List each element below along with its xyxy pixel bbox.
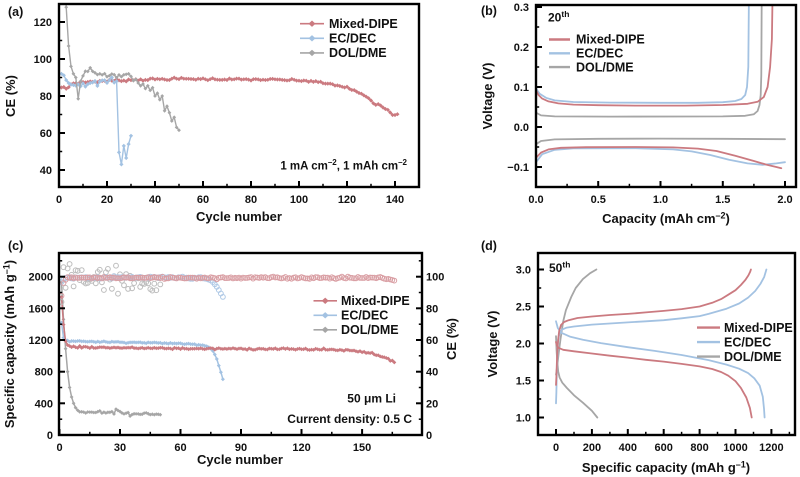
svg-text:(b): (b) — [481, 4, 497, 18]
svg-text:2000: 2000 — [29, 272, 53, 284]
svg-text:Cycle number: Cycle number — [197, 452, 283, 467]
svg-text:400: 400 — [619, 442, 637, 454]
svg-text:DOL/DME: DOL/DME — [341, 323, 399, 337]
svg-text:40: 40 — [149, 194, 161, 206]
svg-text:DOL/DME: DOL/DME — [724, 350, 782, 364]
svg-text:0.0: 0.0 — [528, 194, 543, 206]
svg-text:50th: 50th — [549, 260, 570, 276]
svg-text:1000: 1000 — [723, 442, 747, 454]
svg-text:120: 120 — [34, 17, 52, 29]
svg-text:1.5: 1.5 — [516, 376, 531, 388]
svg-text:Specific capacity (mAh g–1): Specific capacity (mAh g–1) — [2, 260, 18, 428]
svg-text:Voltage (V): Voltage (V) — [480, 63, 495, 130]
svg-text:(c): (c) — [8, 239, 23, 253]
svg-text:Specific capacity (mAh g–1): Specific capacity (mAh g–1) — [582, 460, 750, 476]
svg-text:0.2: 0.2 — [514, 42, 529, 54]
svg-text:50 μm Li: 50 μm Li — [347, 392, 396, 406]
svg-text:120: 120 — [292, 442, 310, 454]
svg-text:(d): (d) — [481, 239, 497, 253]
svg-text:0.3: 0.3 — [514, 2, 529, 14]
svg-text:60: 60 — [426, 335, 438, 347]
svg-text:Mixed-DIPE: Mixed-DIPE — [576, 33, 645, 47]
svg-text:1200: 1200 — [759, 442, 783, 454]
svg-text:(a): (a) — [8, 5, 23, 19]
svg-text:0: 0 — [56, 442, 62, 454]
svg-text:EC/DEC: EC/DEC — [341, 309, 388, 323]
svg-text:1.5: 1.5 — [715, 194, 730, 206]
svg-text:800: 800 — [690, 442, 708, 454]
svg-text:60: 60 — [197, 194, 209, 206]
svg-text:40: 40 — [40, 165, 52, 177]
svg-text:800: 800 — [35, 367, 53, 379]
svg-text:0.1: 0.1 — [514, 82, 529, 94]
svg-text:90: 90 — [235, 442, 247, 454]
svg-text:Voltage (V): Voltage (V) — [485, 311, 500, 378]
svg-text:100: 100 — [34, 54, 52, 66]
svg-text:30: 30 — [114, 442, 126, 454]
svg-text:2.5: 2.5 — [516, 302, 531, 314]
svg-text:Mixed-DIPE: Mixed-DIPE — [724, 321, 793, 335]
svg-text:20: 20 — [426, 398, 438, 410]
svg-text:Mixed-DIPE: Mixed-DIPE — [329, 17, 398, 31]
svg-text:Current density: 0.5 C: Current density: 0.5 C — [287, 412, 412, 426]
svg-text:EC/DEC: EC/DEC — [576, 47, 623, 61]
svg-text:150: 150 — [353, 442, 371, 454]
svg-text:200: 200 — [583, 442, 601, 454]
svg-text:600: 600 — [655, 442, 673, 454]
svg-text:DOL/DME: DOL/DME — [576, 60, 634, 74]
svg-text:100: 100 — [290, 194, 308, 206]
svg-text:Cycle number: Cycle number — [196, 209, 282, 224]
svg-text:1.0: 1.0 — [516, 413, 531, 425]
svg-text:CE (%): CE (%) — [3, 75, 18, 117]
svg-text:1200: 1200 — [29, 335, 53, 347]
svg-text:20th: 20th — [548, 9, 569, 25]
svg-text:80: 80 — [426, 303, 438, 315]
svg-text:Capacity (mAh cm–2): Capacity (mAh cm–2) — [602, 211, 730, 227]
svg-text:0: 0 — [47, 430, 53, 442]
svg-text:120: 120 — [338, 194, 356, 206]
svg-text:1.0: 1.0 — [653, 194, 668, 206]
svg-text:60: 60 — [174, 442, 186, 454]
svg-text:400: 400 — [35, 398, 53, 410]
svg-text:2.0: 2.0 — [777, 194, 792, 206]
svg-text:3.0: 3.0 — [516, 265, 531, 277]
svg-text:1600: 1600 — [29, 303, 53, 315]
svg-text:0: 0 — [553, 442, 559, 454]
svg-text:1 mA cm–2, 1 mAh cm–2: 1 mA cm–2, 1 mAh cm–2 — [280, 158, 407, 173]
svg-text:−0.1: −0.1 — [507, 162, 529, 174]
svg-text:EC/DEC: EC/DEC — [724, 335, 771, 349]
svg-text:0.0: 0.0 — [514, 122, 529, 134]
svg-text:60: 60 — [40, 128, 52, 140]
svg-text:80: 80 — [245, 194, 257, 206]
svg-text:0: 0 — [56, 194, 62, 206]
svg-text:140: 140 — [386, 194, 404, 206]
svg-text:0: 0 — [426, 430, 432, 442]
svg-text:DOL/DME: DOL/DME — [329, 46, 387, 60]
svg-text:2.0: 2.0 — [516, 339, 531, 351]
svg-text:80: 80 — [40, 91, 52, 103]
svg-text:CE (%): CE (%) — [444, 318, 459, 360]
svg-text:40: 40 — [426, 367, 438, 379]
svg-text:Mixed-DIPE: Mixed-DIPE — [341, 294, 410, 308]
svg-text:100: 100 — [426, 272, 444, 284]
svg-text:20: 20 — [101, 194, 113, 206]
svg-text:0.5: 0.5 — [591, 194, 606, 206]
svg-text:EC/DEC: EC/DEC — [329, 32, 376, 46]
